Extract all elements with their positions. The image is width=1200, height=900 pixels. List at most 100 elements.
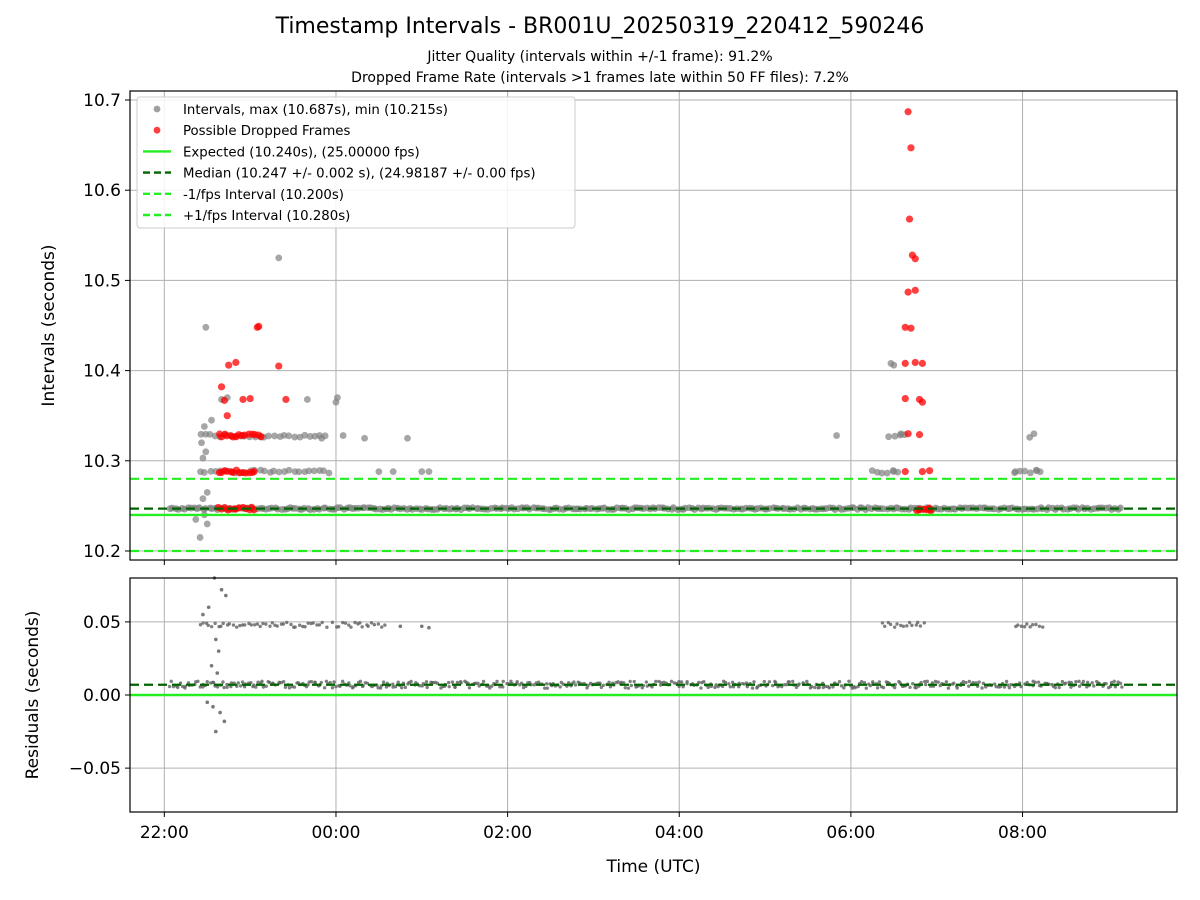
interval-point <box>306 433 314 440</box>
residual-point <box>358 679 363 684</box>
residual-point <box>372 623 377 627</box>
residual-point <box>225 685 229 689</box>
residual-point <box>341 620 345 625</box>
residual-point <box>1004 679 1009 684</box>
residual-point <box>167 684 172 689</box>
residual-point <box>955 686 959 690</box>
residual-point <box>216 649 221 653</box>
residual-point <box>201 621 205 625</box>
residual-point <box>853 685 857 690</box>
residual-point <box>608 685 613 689</box>
residual-point <box>311 621 315 625</box>
dropped-frame-point <box>904 108 912 116</box>
residual-point <box>791 679 795 684</box>
residual-point <box>219 587 224 592</box>
residual-point <box>933 679 938 684</box>
residual-point <box>1069 680 1074 685</box>
residual-point <box>881 685 886 690</box>
residual-point <box>817 685 821 690</box>
residual-point <box>1118 681 1123 686</box>
residual-point <box>336 625 341 629</box>
interval-point <box>275 254 283 262</box>
interval-point <box>885 433 893 441</box>
residual-point <box>1019 624 1024 628</box>
residual-point <box>1112 679 1116 683</box>
residual-point <box>376 622 381 626</box>
x-tick-label: 22:00 <box>140 823 189 843</box>
interval-point <box>890 361 898 369</box>
residual-point <box>249 623 254 627</box>
interval-point <box>310 467 318 475</box>
intervals-y-tick-label: 10.5 <box>83 271 121 291</box>
residual-point <box>297 623 302 627</box>
legend-label: Intervals, max (10.687s), min (10.215s) <box>183 103 448 118</box>
x-tick-label: 08:00 <box>998 823 1047 843</box>
residual-point <box>1085 680 1090 684</box>
residual-point <box>211 681 216 685</box>
interval-point <box>883 469 891 477</box>
residual-point <box>899 623 903 628</box>
dropped-frame-point <box>905 215 914 223</box>
dropped-frame-point <box>217 383 226 391</box>
residual-point <box>334 684 338 689</box>
residual-point <box>313 681 317 685</box>
interval-point <box>285 432 293 440</box>
residual-point <box>425 685 429 690</box>
residuals-y-tick-label: −0.05 <box>69 759 121 779</box>
residual-point <box>542 686 547 690</box>
residual-point <box>283 685 288 689</box>
residual-point <box>1069 685 1073 689</box>
residual-point <box>347 623 351 627</box>
residual-point <box>1077 679 1081 684</box>
residual-point <box>813 685 817 690</box>
residual-point <box>348 684 352 688</box>
residual-point <box>888 622 893 627</box>
residual-point <box>495 679 499 684</box>
residual-point <box>453 685 457 689</box>
residual-point <box>261 685 266 689</box>
interval-point <box>203 488 211 496</box>
residual-point <box>198 685 202 689</box>
residual-point <box>214 729 218 734</box>
interval-point <box>375 468 383 476</box>
residual-point <box>967 684 971 688</box>
residual-point <box>264 684 268 688</box>
residual-point <box>309 679 314 684</box>
residual-point <box>501 679 505 684</box>
residual-point <box>252 623 257 627</box>
residual-point <box>258 624 262 629</box>
residual-point <box>380 625 384 629</box>
dropped-frame-point <box>925 467 934 475</box>
residual-point <box>767 680 772 684</box>
residual-point <box>256 680 260 684</box>
residual-point <box>353 620 357 625</box>
residual-point <box>1092 684 1096 688</box>
residual-point <box>213 621 217 626</box>
residual-point <box>275 624 279 628</box>
residual-point <box>697 680 701 685</box>
intervals-y-tick-label: 10.2 <box>83 542 121 562</box>
residual-point <box>1036 680 1041 684</box>
residuals-panel: 22:00 00:00 02:00 04:00 06:00 08:00 −0.05 0.00 0… <box>23 576 1178 877</box>
residual-point <box>317 623 322 627</box>
interval-point <box>270 467 278 475</box>
residual-point <box>1007 686 1012 690</box>
residual-point <box>481 679 486 684</box>
legend-label: Possible Dropped Frames <box>183 124 350 139</box>
residual-point <box>925 679 930 684</box>
residual-point <box>366 624 370 628</box>
legend: Intervals, max (10.687s), min (10.215s) P… <box>136 96 576 229</box>
residual-point <box>1022 625 1027 629</box>
residual-point <box>268 624 272 628</box>
residual-point <box>222 685 226 690</box>
interval-point <box>271 432 279 440</box>
residual-point <box>206 623 210 628</box>
interval-point <box>202 323 210 331</box>
residual-point <box>243 623 247 627</box>
residual-point <box>877 680 882 684</box>
residual-point <box>771 683 775 688</box>
interval-point <box>199 454 207 462</box>
residual-point <box>303 625 307 629</box>
residual-point <box>1028 625 1032 629</box>
interval-point <box>318 434 326 442</box>
